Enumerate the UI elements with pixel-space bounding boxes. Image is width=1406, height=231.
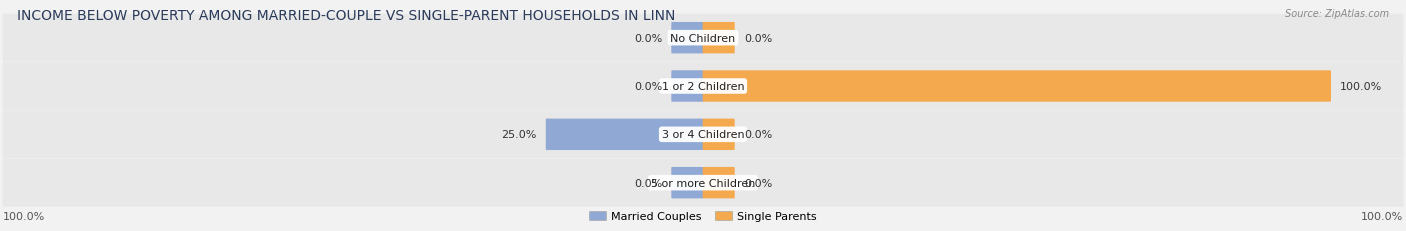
FancyBboxPatch shape <box>703 119 735 150</box>
Text: 3 or 4 Children: 3 or 4 Children <box>662 130 744 140</box>
FancyBboxPatch shape <box>3 111 1403 158</box>
FancyBboxPatch shape <box>546 119 703 150</box>
Text: 0.0%: 0.0% <box>634 178 662 188</box>
Text: Source: ZipAtlas.com: Source: ZipAtlas.com <box>1285 9 1389 19</box>
FancyBboxPatch shape <box>671 71 703 102</box>
FancyBboxPatch shape <box>671 23 703 54</box>
Text: 100.0%: 100.0% <box>1340 82 1382 92</box>
FancyBboxPatch shape <box>703 23 735 54</box>
Text: 0.0%: 0.0% <box>634 82 662 92</box>
Text: 25.0%: 25.0% <box>502 130 537 140</box>
Text: 1 or 2 Children: 1 or 2 Children <box>662 82 744 92</box>
FancyBboxPatch shape <box>3 159 1403 207</box>
FancyBboxPatch shape <box>671 167 703 198</box>
Text: 0.0%: 0.0% <box>744 33 772 43</box>
Text: 5 or more Children: 5 or more Children <box>651 178 755 188</box>
FancyBboxPatch shape <box>703 71 1331 102</box>
FancyBboxPatch shape <box>3 15 1403 62</box>
Legend: Married Couples, Single Parents: Married Couples, Single Parents <box>585 206 821 225</box>
Text: 0.0%: 0.0% <box>634 33 662 43</box>
Text: 100.0%: 100.0% <box>3 211 45 221</box>
Text: 0.0%: 0.0% <box>744 130 772 140</box>
Text: No Children: No Children <box>671 33 735 43</box>
Text: INCOME BELOW POVERTY AMONG MARRIED-COUPLE VS SINGLE-PARENT HOUSEHOLDS IN LINN: INCOME BELOW POVERTY AMONG MARRIED-COUPL… <box>17 9 675 23</box>
Text: 100.0%: 100.0% <box>1361 211 1403 221</box>
Text: 0.0%: 0.0% <box>744 178 772 188</box>
FancyBboxPatch shape <box>3 63 1403 110</box>
FancyBboxPatch shape <box>703 167 735 198</box>
